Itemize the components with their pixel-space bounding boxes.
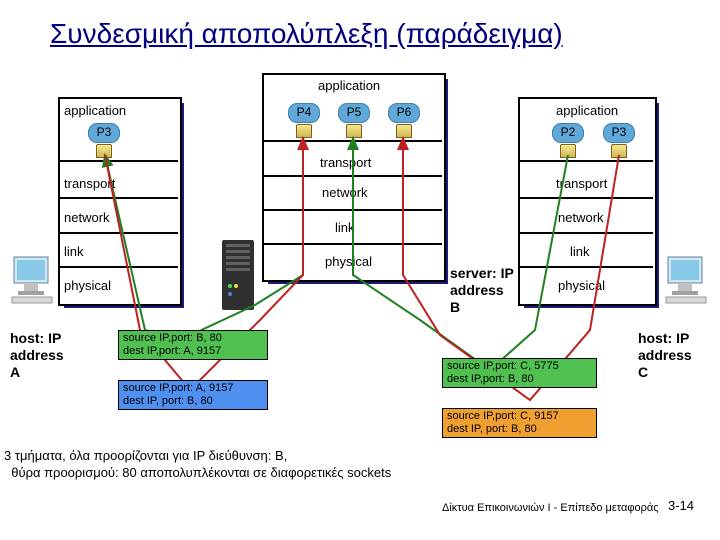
stack-c-phys: physical <box>558 278 605 293</box>
stack-b-net: network <box>322 185 368 200</box>
stack-c <box>518 97 657 306</box>
stack-c-app: application <box>556 103 618 118</box>
stack-a-net: network <box>64 210 110 225</box>
packet-2-dst: dest IP, port: B, 80 <box>123 395 263 408</box>
stack-b-sock1 <box>296 124 312 138</box>
host-c-icon <box>664 255 710 305</box>
footer-text: Δίκτυα Επικοινωνιών Ι - Επίπεδο μεταφορά… <box>442 502 659 514</box>
packet-3-src: source IP,port: C, 5775 <box>447 360 592 373</box>
stack-c-sock2 <box>611 144 627 158</box>
stack-b-sock3 <box>396 124 412 138</box>
stack-b-div3 <box>262 209 442 211</box>
stack-c-trans: transport <box>556 176 607 191</box>
slide-title: Συνδεσμική αποπολύπλεξη (παράδειγμα) <box>50 18 563 50</box>
packet-1: source IP,port: B, 80 dest IP,port: A, 9… <box>118 330 268 360</box>
stack-a-p3: P3 <box>88 123 120 143</box>
packet-1-dst: dest IP,port: A, 9157 <box>123 345 263 358</box>
stack-c-net: network <box>558 210 604 225</box>
stack-a-div1 <box>58 160 178 162</box>
stack-b-app-top: application <box>318 78 380 93</box>
packet-4: source IP,port: C, 9157 dest IP, port: B… <box>442 408 597 438</box>
slide-number: 3-14 <box>668 498 694 513</box>
stack-a-socket <box>96 144 112 158</box>
packet-3: source IP,port: C, 5775 dest IP,port: B,… <box>442 358 597 388</box>
stack-c-link: link <box>570 244 590 259</box>
stack-b-sock2 <box>346 124 362 138</box>
packet-1-src: source IP,port: B, 80 <box>123 332 263 345</box>
stack-c-p3: P3 <box>603 123 635 143</box>
stack-a <box>58 97 182 306</box>
packet-4-dst: dest IP, port: B, 80 <box>447 423 592 436</box>
host-a-label: host: IP address A <box>10 330 64 380</box>
stack-a-phys: physical <box>64 278 111 293</box>
stack-b-trans: transport <box>320 155 371 170</box>
packet-2: source IP,port: A, 9157 dest IP, port: B… <box>118 380 268 410</box>
stack-b-div1 <box>262 140 442 142</box>
stack-c-sock1 <box>560 144 576 158</box>
stack-c-p2: P2 <box>552 123 584 143</box>
stack-c-div2 <box>518 197 653 199</box>
stack-b-div2 <box>262 175 442 177</box>
stack-c-div4 <box>518 266 653 268</box>
stack-b-link: link <box>335 220 355 235</box>
packet-2-src: source IP,port: A, 9157 <box>123 382 263 395</box>
stack-b-phys: physical <box>325 254 372 269</box>
stack-a-div3 <box>58 232 178 234</box>
stack-a-trans: transport <box>64 176 115 191</box>
host-a-icon <box>10 255 56 305</box>
host-c-label: host: IP address C <box>638 330 692 380</box>
stack-c-div3 <box>518 232 653 234</box>
stack-a-link: link <box>64 244 84 259</box>
stack-b-p4: P4 <box>288 103 320 123</box>
stack-b-p6: P6 <box>388 103 420 123</box>
packet-3-dst: dest IP,port: B, 80 <box>447 373 592 386</box>
server-b-icon <box>218 236 258 314</box>
server-b-label: server: IP address B <box>450 265 514 315</box>
bottom-note: 3 τμήματα, όλα προορίζονται για IP διεύθ… <box>4 448 391 482</box>
stack-a-div4 <box>58 266 178 268</box>
stack-b-p5: P5 <box>338 103 370 123</box>
stack-a-div2 <box>58 197 178 199</box>
stack-a-app: application <box>64 103 126 118</box>
packet-4-src: source IP,port: C, 9157 <box>447 410 592 423</box>
stack-b-div4 <box>262 243 442 245</box>
stack-c-div1 <box>518 160 653 162</box>
